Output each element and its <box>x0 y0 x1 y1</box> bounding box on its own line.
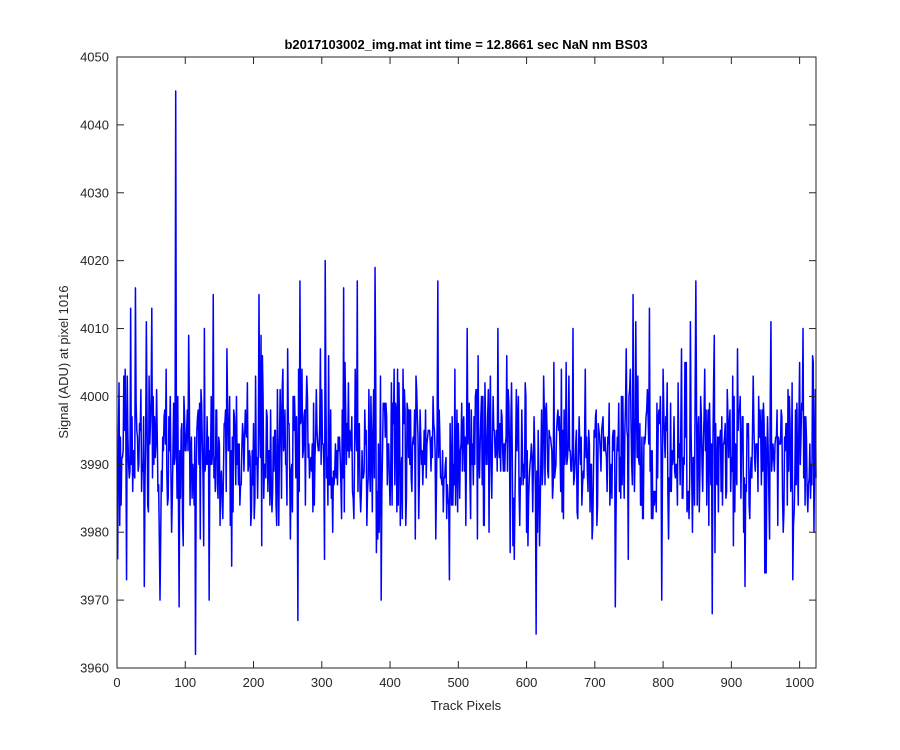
series-line <box>116 90 817 656</box>
x-tick-label: 600 <box>516 675 538 690</box>
y-tick-label: 4050 <box>80 50 109 65</box>
y-tick-label: 3970 <box>80 593 109 608</box>
chart-title: b2017103002_img.mat int time = 12.8661 s… <box>284 37 647 52</box>
y-tick-label: 3980 <box>80 525 109 540</box>
series-layer <box>116 90 817 656</box>
y-tick-label: 4010 <box>80 321 109 336</box>
y-tick-label: 4020 <box>80 253 109 268</box>
x-tick-label: 800 <box>652 675 674 690</box>
x-tick-label: 100 <box>174 675 196 690</box>
y-tick-label: 3960 <box>80 661 109 676</box>
y-tick-label: 4030 <box>80 185 109 200</box>
x-tick-label: 400 <box>379 675 401 690</box>
axes-box <box>116 56 817 669</box>
y-tick-label: 4000 <box>80 389 109 404</box>
x-tick-label: 0 <box>113 675 120 690</box>
x-tick-label: 900 <box>721 675 743 690</box>
x-tick-label: 700 <box>584 675 606 690</box>
x-tick-label: 200 <box>243 675 265 690</box>
tick-layer: 0 100 200 300 400 500 600 700 800 900 1000 3960 3970… <box>80 50 816 690</box>
y-tick-label: 3990 <box>80 457 109 472</box>
y-tick-label: 4040 <box>80 117 109 132</box>
x-tick-label: 1000 <box>785 675 814 690</box>
x-tick-label: 500 <box>447 675 469 690</box>
x-tick-label: 300 <box>311 675 333 690</box>
y-axis-label: Signal (ADU) at pixel 1016 <box>56 285 71 438</box>
x-axis-label: Track Pixels <box>431 698 502 713</box>
